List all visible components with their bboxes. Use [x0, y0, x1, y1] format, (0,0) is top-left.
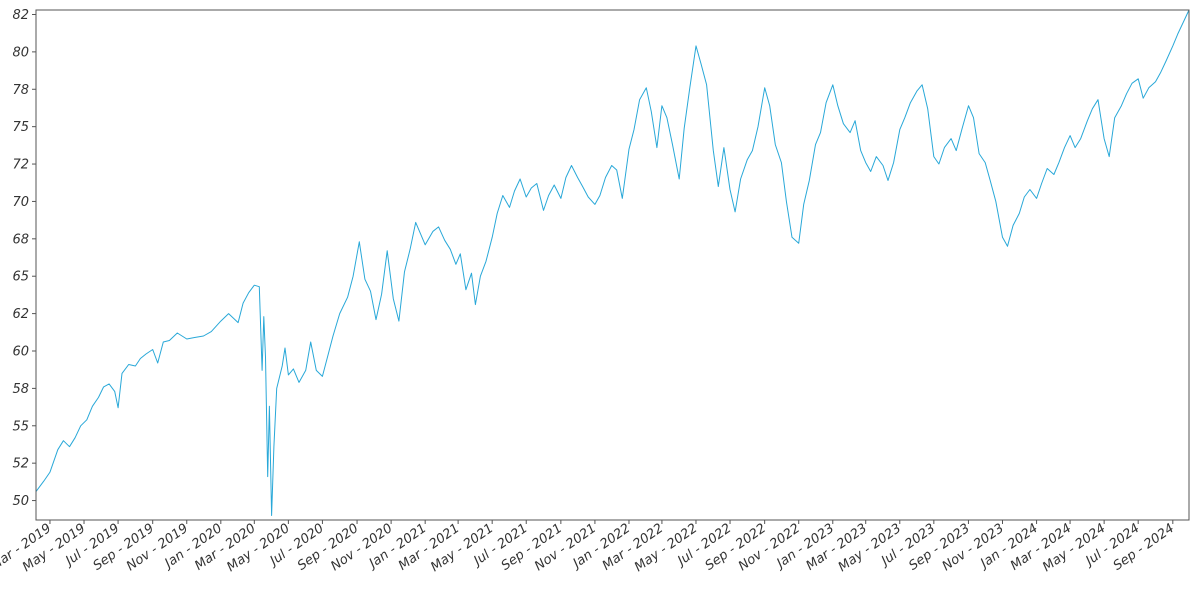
y-tick-label: 80 — [12, 45, 29, 60]
y-tick-label: 75 — [12, 120, 29, 135]
y-tick-label: 82 — [12, 8, 29, 23]
y-tick-label: 70 — [12, 195, 29, 210]
y-axis: 50 52 55 58 60 62 65 68 70 72 75 78 80 82 — [12, 8, 36, 509]
y-tick-label: 52 — [12, 457, 29, 472]
plot-area-frame — [35, 9, 1190, 521]
y-tick-label: 60 — [12, 344, 29, 359]
series-line — [35, 9, 1190, 516]
y-tick-label: 72 — [12, 158, 29, 173]
y-tick-label: 78 — [12, 83, 29, 98]
y-tick-label: 50 — [12, 494, 29, 509]
series-group — [35, 9, 1190, 516]
y-tick-label: 62 — [12, 307, 29, 322]
y-tick-label: 55 — [12, 419, 29, 434]
y-tick-label: 65 — [12, 270, 29, 285]
y-tick-label: 58 — [12, 382, 29, 397]
y-tick-label: 68 — [12, 232, 29, 247]
